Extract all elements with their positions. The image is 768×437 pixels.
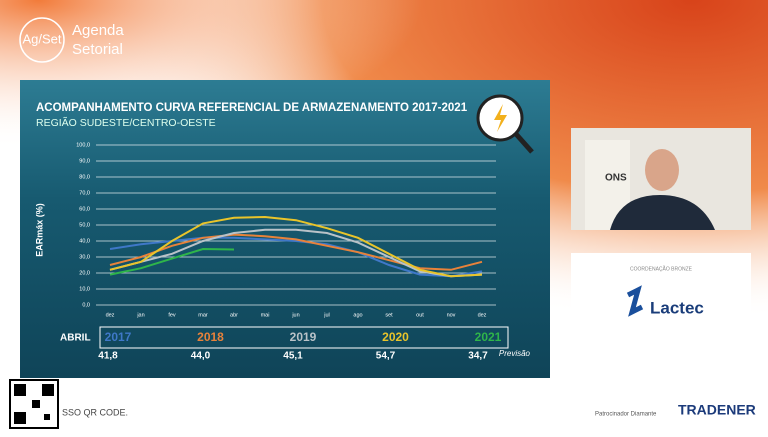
x-tick-label: jul	[323, 312, 330, 318]
x-tick-label: dez	[106, 312, 115, 318]
y-tick-label: 0,0	[82, 302, 90, 308]
april-value: 45,1	[283, 351, 303, 362]
legend-label: 2020	[382, 330, 409, 344]
brand: Agenda	[72, 22, 124, 39]
webcam-logo: ONS	[605, 173, 627, 184]
y-tick-label: 60,0	[79, 206, 90, 212]
y-tick-label: 40,0	[79, 238, 90, 244]
y-tick-label: 20,0	[79, 270, 90, 276]
x-tick-label: mar	[198, 312, 208, 318]
x-tick-label: fev	[168, 312, 176, 318]
april-value: 34,7	[468, 351, 488, 362]
x-tick-label: abr	[230, 312, 238, 318]
legend-label: 2019	[290, 330, 317, 344]
sponsor-card	[571, 253, 751, 353]
chart-subtitle: REGIÃO SUDESTE/CENTRO-OESTE	[36, 116, 216, 129]
y-tick-label: 30,0	[79, 254, 90, 260]
y-tick-label: 50,0	[79, 222, 90, 228]
x-tick-label: ago	[353, 312, 362, 318]
x-tick-label: dez	[478, 312, 487, 318]
diamond-sponsor: TRADENER	[678, 402, 756, 418]
sponsor: Lactec	[650, 298, 704, 317]
legend-label: 2021	[475, 330, 502, 344]
x-tick-label: jan	[136, 312, 144, 318]
y-tick-label: 90,0	[79, 158, 90, 164]
series-line	[109, 228, 483, 278]
x-tick-label: out	[416, 312, 424, 318]
april-value: 54,7	[376, 351, 396, 362]
x-tick-label: set	[385, 312, 393, 318]
y-tick-label: 100,0	[76, 142, 90, 148]
y-tick-label: 70,0	[79, 190, 90, 196]
april-value: 44,0	[191, 351, 211, 362]
legend-label: 2018	[197, 330, 224, 344]
forecast: Previsão	[499, 349, 531, 358]
y-tick-label: 80,0	[79, 174, 90, 180]
april-value: 41,8	[98, 351, 118, 362]
y-tick-label: 10,0	[79, 286, 90, 292]
qr-text: SSO QR CODE.	[62, 407, 128, 417]
brand: Setorial	[72, 41, 123, 58]
x-tick-label: mai	[261, 312, 270, 318]
chart-title: ACOMPANHAMENTO CURVA REFERENCIAL DE ARMA…	[36, 102, 468, 114]
legend-label: 2017	[105, 330, 132, 344]
x-tick-label: jun	[291, 312, 299, 318]
logo: Ag/Set	[22, 31, 61, 46]
series-line	[109, 247, 235, 276]
y-axis-label: EARmáx (%)	[34, 203, 44, 257]
table-label: ABRIL	[60, 333, 91, 344]
diamond-label: Patrocinador Diamante	[595, 412, 657, 418]
sponsor-tier: COORDENAÇÃO BRONZE	[630, 265, 693, 272]
series-line	[109, 233, 483, 271]
series-line	[109, 215, 483, 278]
x-tick-label: nov	[447, 312, 456, 318]
